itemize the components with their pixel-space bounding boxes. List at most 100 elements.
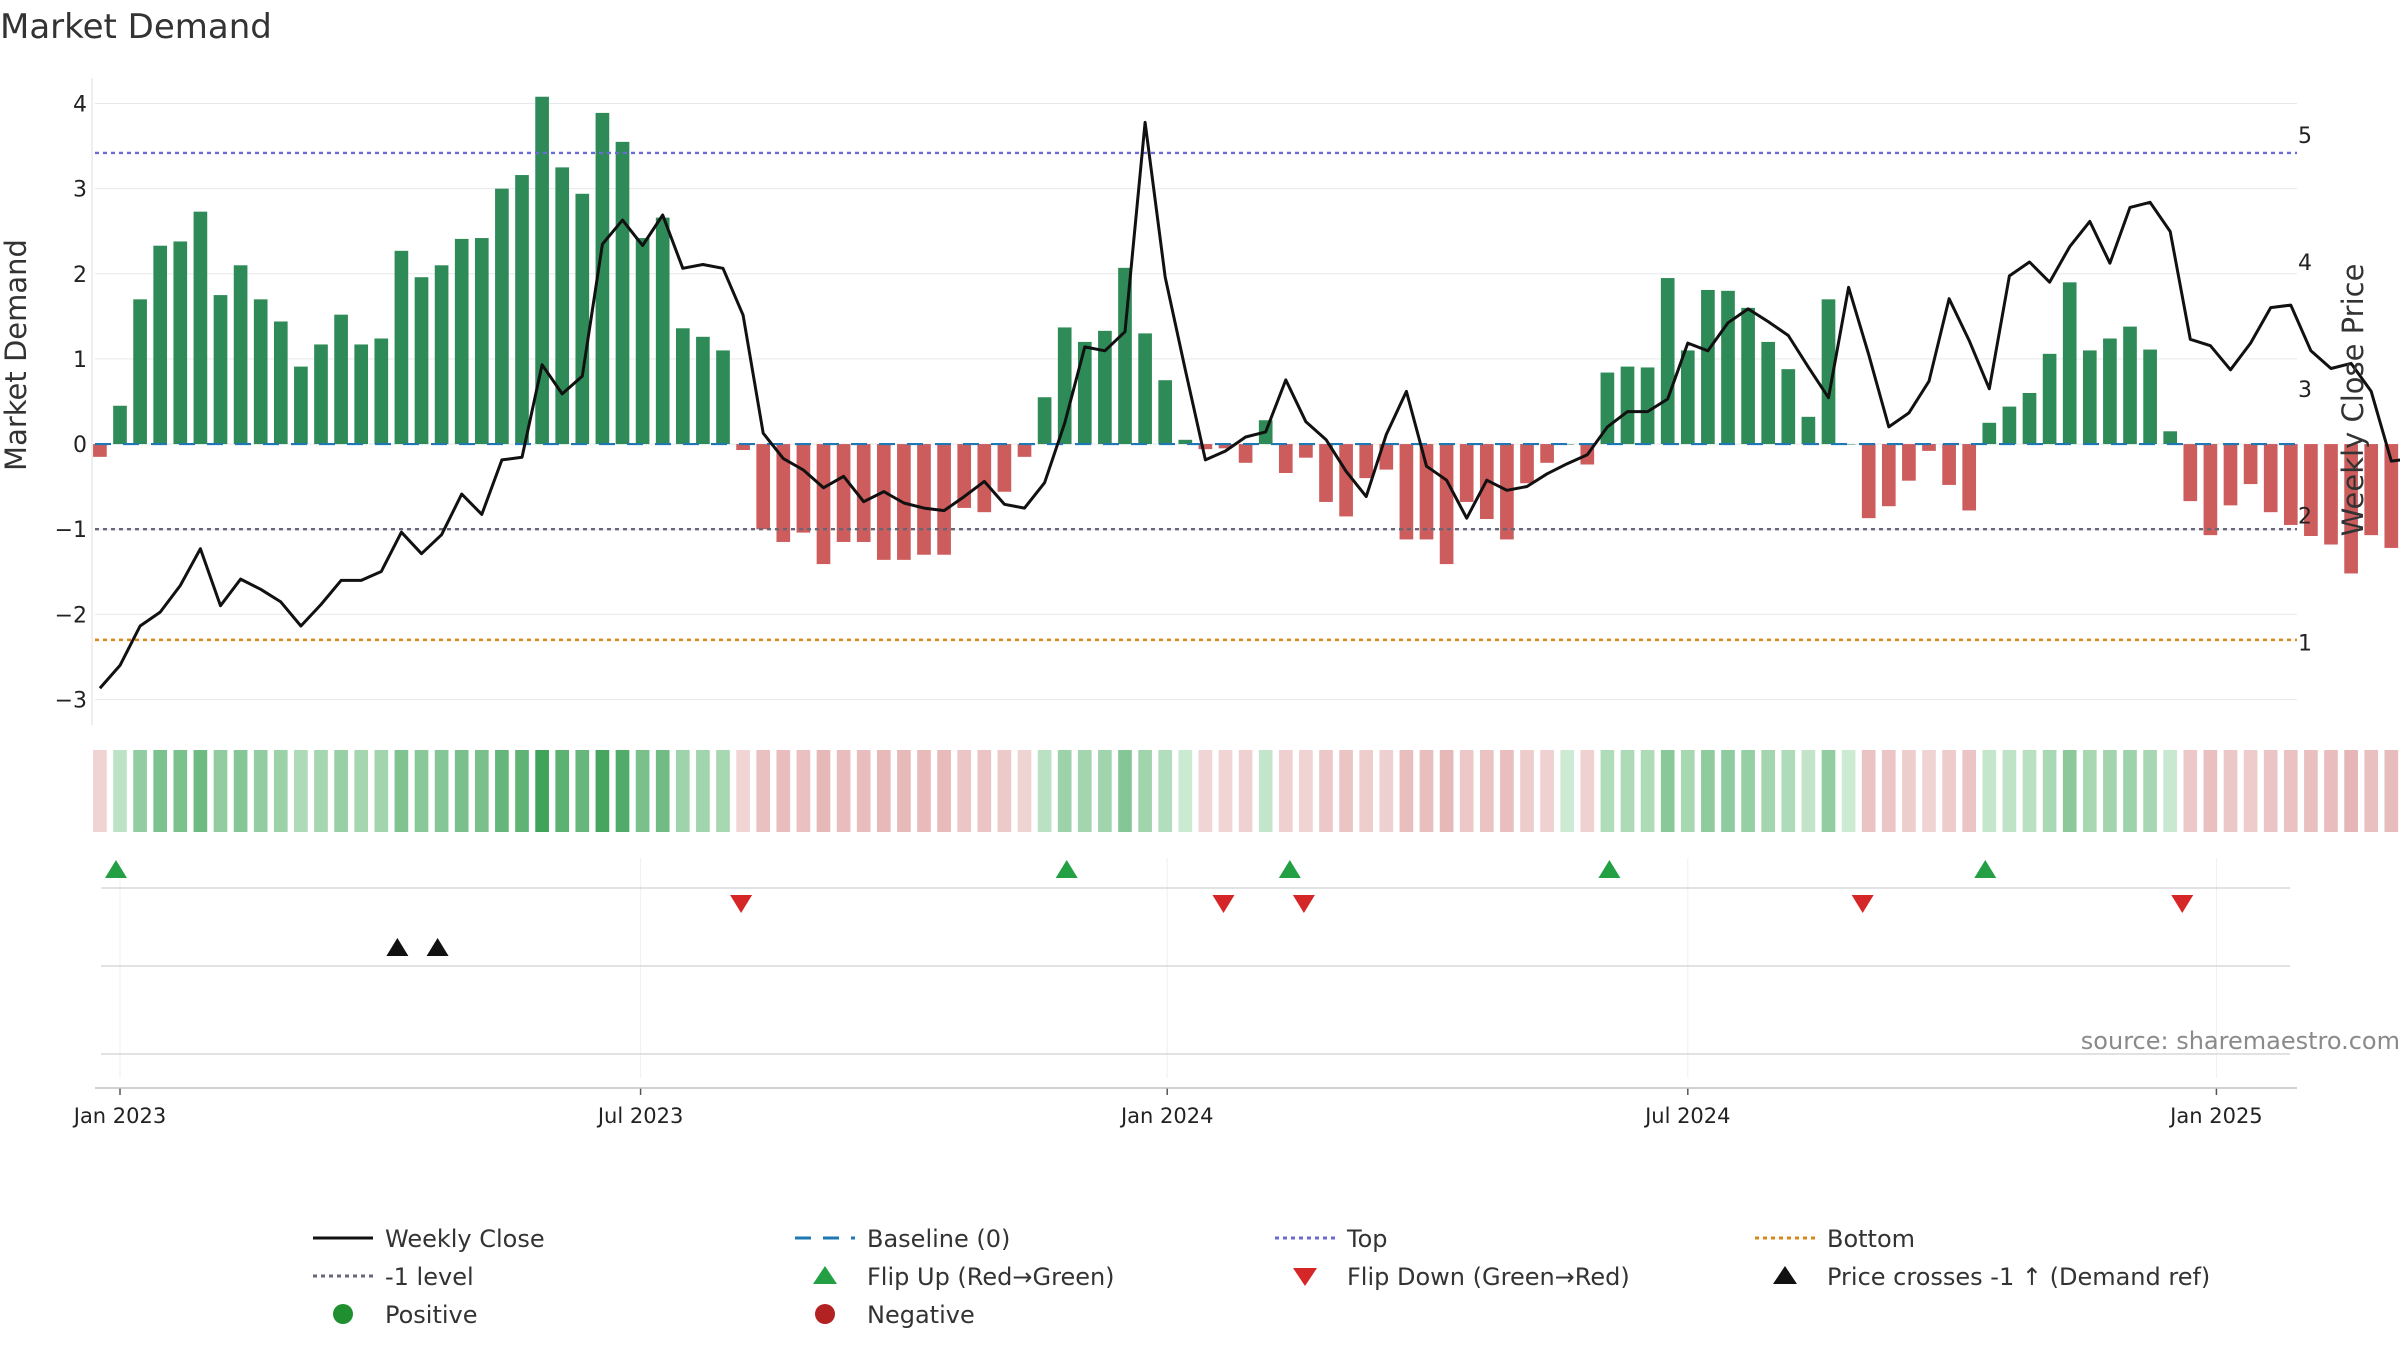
demand-bar <box>1781 369 1796 445</box>
legend-label: Baseline (0) <box>867 1225 1010 1253</box>
demand-bar <box>2223 444 2238 506</box>
heat-cell <box>1520 750 1534 832</box>
heat-cell <box>1178 750 1193 832</box>
demand-bars <box>93 96 2399 574</box>
heat-cell <box>1339 750 1353 832</box>
demand-bar <box>2022 392 2037 445</box>
heat-cell <box>595 750 610 832</box>
flip-down-marker <box>1292 895 1315 913</box>
demand-bar <box>434 265 449 445</box>
demand-bar <box>675 328 690 445</box>
heat-cell <box>635 750 650 832</box>
demand-bar <box>1118 267 1132 445</box>
demand-bar <box>1841 444 1856 445</box>
heat-cell <box>1640 750 1655 832</box>
demand-bar <box>736 444 750 451</box>
demand-bar <box>917 444 931 555</box>
demand-bar <box>575 193 590 445</box>
heat-cell <box>113 750 127 832</box>
heat-cell <box>1118 750 1132 832</box>
demand-bar <box>1821 299 1836 445</box>
price-cross-marker <box>386 938 409 956</box>
legend-label: Top <box>1346 1225 1388 1253</box>
heat-cell <box>2143 750 2157 832</box>
demand-bar <box>454 238 469 445</box>
heat-cell <box>1620 750 1635 832</box>
demand-bar <box>1560 444 1575 445</box>
legend-label: Flip Down (Green→Red) <box>1347 1263 1630 1291</box>
heat-cell <box>696 750 710 832</box>
heat-cell <box>897 750 911 832</box>
demand-bar <box>1138 333 1152 445</box>
heat-cell <box>2384 750 2399 832</box>
heat-cell <box>1439 750 1454 832</box>
demand-bar <box>1902 444 1916 481</box>
demand-bar <box>2163 431 2178 445</box>
heat-cell <box>2103 750 2117 832</box>
demand-bar <box>1701 289 1715 445</box>
demand-bar <box>1660 278 1675 445</box>
demand-bar <box>615 141 630 445</box>
demand-bar <box>635 238 650 445</box>
heat-cell <box>1218 750 1233 832</box>
heat-cell <box>314 750 328 832</box>
heat-cell <box>575 750 590 832</box>
heat-cell <box>2062 750 2077 832</box>
chart-title: Market Demand <box>0 7 272 47</box>
demand-bar <box>716 350 730 445</box>
y-tick-label: −3 <box>55 688 87 713</box>
demand-bar <box>1439 444 1454 565</box>
demand-bar <box>1640 367 1655 445</box>
heat-cell <box>2042 750 2057 832</box>
x-tick-label: Jan 2023 <box>72 1104 167 1128</box>
demand-bar <box>334 314 348 445</box>
demand-bar <box>1620 366 1635 445</box>
flip-down-marker <box>730 895 753 913</box>
y-tick-label: −2 <box>55 603 87 628</box>
demand-bar <box>294 366 308 445</box>
x-tick-label: Jul 2023 <box>596 1104 683 1128</box>
heat-cell <box>977 750 992 832</box>
demand-bar <box>253 299 268 445</box>
demand-bar <box>1098 330 1112 445</box>
demand-bar <box>696 336 710 445</box>
heat-cell <box>414 750 429 832</box>
demand-bar <box>1721 290 1735 445</box>
heat-cell <box>917 750 931 832</box>
heat-cell <box>836 750 851 832</box>
heat-cell <box>1841 750 1856 832</box>
heat-cell <box>2123 750 2137 832</box>
flip-up-marker <box>104 860 127 878</box>
flip-up-marker <box>1598 860 1621 878</box>
heat-cell <box>776 750 791 832</box>
demand-bar <box>1741 307 1755 445</box>
demand-bar <box>2304 444 2318 537</box>
legend-tri-down-swatch <box>1293 1268 1317 1286</box>
y-tick-label: −1 <box>55 518 87 543</box>
heat-cell <box>1982 750 1997 832</box>
heat-cell <box>1660 750 1675 832</box>
heat-cell <box>876 750 891 832</box>
demand-bar <box>1238 444 1253 463</box>
heat-cell <box>796 750 811 832</box>
demand-bar <box>1801 416 1816 445</box>
demand-bar <box>2203 444 2218 536</box>
demand-bar <box>233 265 248 445</box>
heat-cell <box>1701 750 1715 832</box>
y2-tick-label: 3 <box>2298 378 2312 403</box>
demand-bar <box>414 277 429 445</box>
demand-bar <box>474 238 489 445</box>
legend-dot-swatch <box>815 1304 835 1324</box>
heat-cell <box>1881 750 1896 832</box>
legend-label: Weekly Close <box>385 1225 545 1253</box>
heat-cell <box>1801 750 1816 832</box>
price-cross-marker <box>426 938 449 956</box>
heat-cell <box>1902 750 1916 832</box>
heat-cell <box>2324 750 2338 832</box>
heat-cell <box>1077 750 1092 832</box>
x-tick-label: Jan 2025 <box>2168 1104 2263 1128</box>
demand-bar <box>2243 444 2258 485</box>
heat-cell <box>1600 750 1615 832</box>
heat-cell <box>153 750 168 832</box>
y-tick-label: 1 <box>73 348 87 373</box>
